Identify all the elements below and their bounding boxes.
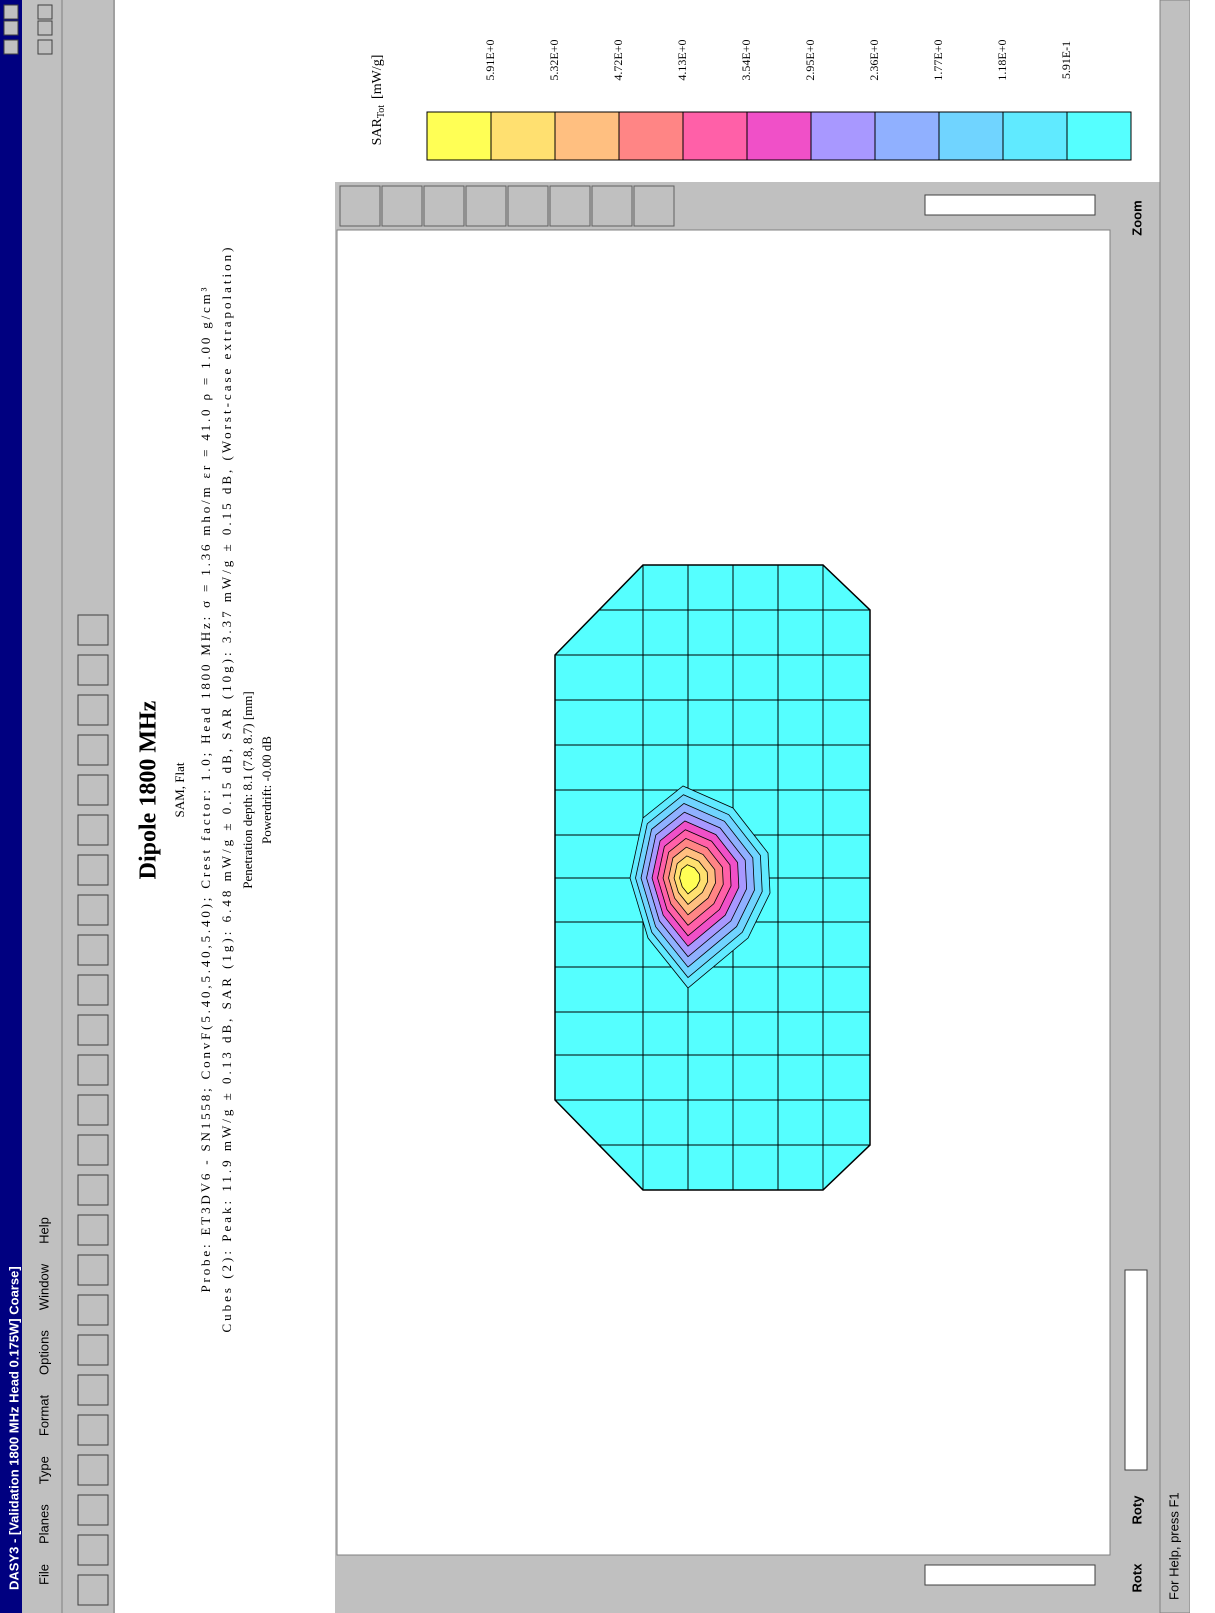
menu-item[interactable]: File — [36, 1564, 51, 1585]
toolbar-button[interactable] — [77, 934, 109, 966]
colorbar-box — [554, 111, 620, 161]
toolbar-button[interactable] — [77, 1414, 109, 1446]
rotx-slider[interactable] — [924, 1564, 1096, 1586]
colorbar-label: 5.91E-1 — [1059, 41, 1073, 79]
toolbar-button[interactable] — [77, 1054, 109, 1086]
colorbar-label: 5.32E+0 — [547, 39, 561, 80]
window-title: DASY3 - [Validation 1800 MHz Head 0.175W… — [6, 1266, 21, 1590]
status-bar — [1159, 0, 1191, 1613]
window-button[interactable] — [3, 4, 19, 20]
menu-item[interactable]: Help — [36, 1217, 51, 1244]
toolbar-button[interactable] — [77, 1174, 109, 1206]
toolbar-button[interactable] — [77, 1374, 109, 1406]
window-button[interactable] — [3, 39, 19, 55]
legend-label-sub: Tot — [376, 105, 387, 118]
zoom-slider[interactable] — [924, 194, 1096, 216]
toolbar-button[interactable] — [77, 1134, 109, 1166]
colorbar-label: 1.77E+0 — [931, 39, 945, 80]
toolbar-button[interactable] — [77, 1014, 109, 1046]
menu-item[interactable]: Type — [36, 1456, 51, 1484]
toolbar-button[interactable] — [77, 774, 109, 806]
colorbar-box — [618, 111, 684, 161]
toolbar-button[interactable] — [77, 1334, 109, 1366]
colorbar-label: 2.95E+0 — [803, 39, 817, 80]
colorbar-label: 2.36E+0 — [867, 39, 881, 80]
colorbar-box — [1066, 111, 1132, 161]
menu-item[interactable]: Format — [36, 1395, 51, 1437]
toolbar-button[interactable] — [77, 734, 109, 766]
view-tool[interactable] — [381, 185, 423, 227]
colorbar-box — [426, 111, 492, 161]
view-tool[interactable] — [591, 185, 633, 227]
doc-line: Powerdrift: -0.00 dB — [259, 736, 274, 844]
colorbar-box — [938, 111, 1004, 161]
legend-label: SARTot [mW/g] — [370, 55, 387, 146]
colorbar-label: 5.91E+0 — [483, 39, 497, 80]
doc-line: Penetration depth: 8.1 (7.8, 8.7) [mm] — [240, 691, 255, 889]
toolbar-button[interactable] — [77, 654, 109, 686]
view-tool[interactable] — [507, 185, 549, 227]
colorbar-label: 4.13E+0 — [675, 39, 689, 80]
colorbar-label: 4.72E+0 — [611, 39, 625, 80]
toolbar-button[interactable] — [77, 894, 109, 926]
view-tool[interactable] — [465, 185, 507, 227]
legend-title: SARTot [mW/g] — [370, 55, 387, 146]
colorbar-box — [1002, 111, 1068, 161]
menu-item[interactable]: Window — [36, 1263, 51, 1310]
toolbar-button[interactable] — [77, 814, 109, 846]
toolbar-button[interactable] — [77, 1494, 109, 1526]
title-bar — [0, 0, 22, 1613]
toolbar-button[interactable] — [77, 614, 109, 646]
roty-label: Roty — [1129, 1495, 1144, 1525]
roty-slider[interactable] — [1124, 1269, 1148, 1471]
menu-item[interactable]: Planes — [36, 1504, 51, 1544]
colorbar-box — [682, 111, 748, 161]
toolbar-button[interactable] — [77, 854, 109, 886]
menu-item[interactable]: Options — [36, 1330, 51, 1375]
colorbar-box — [874, 111, 940, 161]
view-tool[interactable] — [423, 185, 465, 227]
colorbar-box — [746, 111, 812, 161]
toolbar-button[interactable] — [77, 974, 109, 1006]
toolbar-button[interactable] — [77, 1214, 109, 1246]
view-tool[interactable] — [339, 185, 381, 227]
toolbar-button[interactable] — [77, 694, 109, 726]
colorbar-box — [810, 111, 876, 161]
view-tool[interactable] — [633, 185, 675, 227]
colorbar-box — [490, 111, 556, 161]
toolbar-button[interactable] — [77, 1294, 109, 1326]
window-button[interactable] — [37, 20, 53, 36]
window-button[interactable] — [37, 4, 53, 20]
legend-unit: [mW/g] — [370, 55, 385, 99]
view-tool[interactable] — [549, 185, 591, 227]
doc-title: Dipole 1800 MHz — [136, 700, 162, 879]
window-button[interactable] — [37, 39, 53, 55]
toolbar-button[interactable] — [77, 1454, 109, 1486]
toolbar-button[interactable] — [77, 1534, 109, 1566]
rotx-label: Rotx — [1129, 1563, 1144, 1593]
contour — [679, 864, 701, 895]
status-text: For Help, press F1 — [1166, 1492, 1181, 1600]
colorbar-label: 3.54E+0 — [739, 39, 753, 80]
colorbar-label: 1.18E+0 — [995, 39, 1009, 80]
window-button[interactable] — [3, 20, 19, 36]
toolbar-button[interactable] — [77, 1254, 109, 1286]
toolbar-button[interactable] — [77, 1094, 109, 1126]
doc-subtitle: SAM, Flat — [172, 762, 187, 817]
zoom-label: Zoom — [1129, 200, 1144, 235]
margin — [1190, 0, 1215, 1613]
legend-label-main: SAR — [370, 117, 385, 145]
toolbar-button[interactable] — [77, 1574, 109, 1606]
